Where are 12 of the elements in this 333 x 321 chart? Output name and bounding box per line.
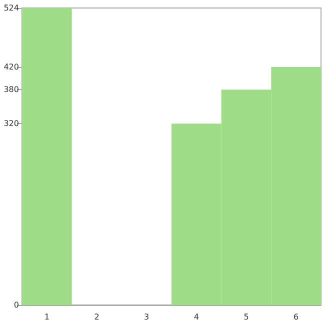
x-tick-label: 2: [94, 312, 100, 321]
y-tick-label: 524: [4, 4, 19, 12]
x-tick-label: 6: [294, 312, 299, 321]
x-tick-label: 4: [194, 312, 199, 321]
x-tick-label: 3: [144, 312, 150, 321]
y-tick-label: 0: [14, 300, 19, 310]
x-tick-label: 5: [244, 312, 249, 321]
y-tick-label: 380: [4, 85, 19, 94]
y-tick-label: 420: [4, 62, 19, 72]
y-tick-label: 320: [4, 119, 19, 128]
bar: [22, 8, 72, 305]
x-tick-label: 1: [44, 312, 50, 321]
